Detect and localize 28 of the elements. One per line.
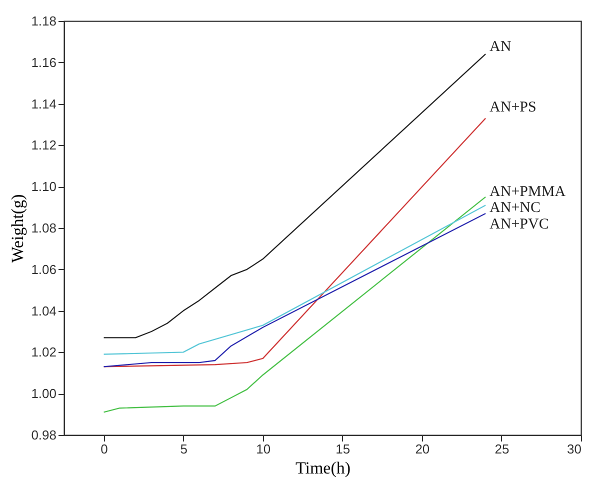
y-tick-label: 1.08 — [31, 220, 56, 236]
series-label: AN+PVC — [490, 216, 549, 233]
y-tick-label: 1.10 — [31, 179, 56, 194]
y-tick-label: 1.00 — [31, 386, 56, 402]
x-tick-label: 0 — [100, 442, 108, 456]
x-axis-title: Time(h) — [295, 458, 351, 478]
x-tick-label: 25 — [494, 442, 510, 456]
line-series — [103, 54, 486, 338]
y-tick-label: 1.16 — [31, 54, 56, 70]
y-tick-label: 1.04 — [31, 303, 56, 318]
y-tick-label: 1.12 — [31, 138, 56, 153]
series-label: AN+PMMA — [490, 184, 566, 200]
y-tick-label: 1.02 — [31, 344, 56, 360]
series-label: AN+NC — [490, 200, 541, 216]
x-tick-label: 10 — [256, 442, 271, 456]
line-series — [103, 118, 486, 368]
line-series — [103, 196, 486, 413]
x-tick-label: 20 — [415, 442, 430, 456]
series-label: AN — [490, 39, 512, 56]
y-tick-label: 1.14 — [31, 96, 56, 112]
y-tick-label: 1.06 — [31, 262, 56, 277]
x-tick-label: 15 — [336, 442, 350, 456]
y-tick-label: 1.18 — [31, 14, 56, 28]
y-tick-label: 0.98 — [31, 428, 56, 442]
x-tick-label: 30 — [567, 442, 582, 456]
y-axis-title: Weight(g) — [8, 194, 28, 263]
x-tick-label: 5 — [180, 442, 188, 456]
series-label: AN+PS — [490, 99, 536, 116]
